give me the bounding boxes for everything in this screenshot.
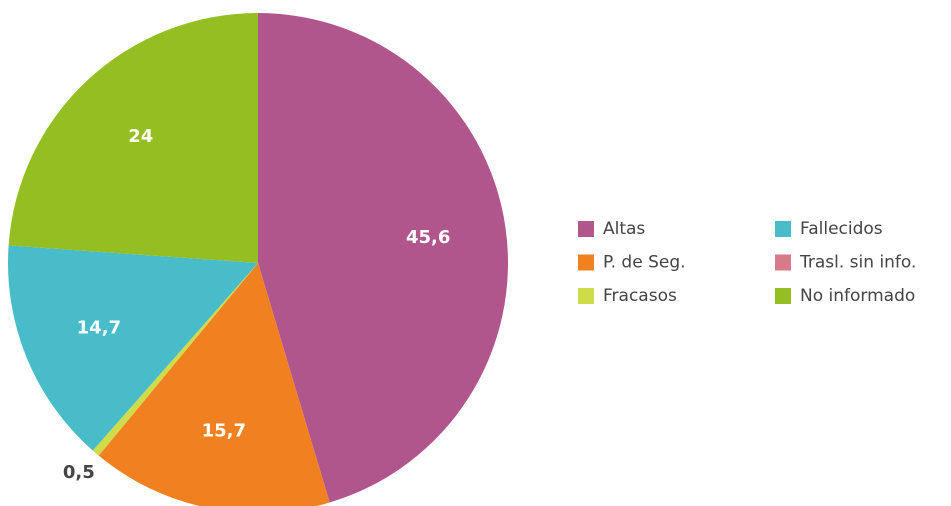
- data-label: 45,6: [406, 227, 450, 248]
- legend-swatch: [578, 221, 594, 237]
- data-label: 0,5: [63, 462, 95, 483]
- legend-label: Fallecidos: [800, 219, 883, 239]
- pie-slice: [8, 245, 259, 451]
- pie-slice: [8, 13, 259, 263]
- legend-label: Fracasos: [603, 286, 677, 306]
- legend-label: Altas: [603, 219, 645, 239]
- legend-label: P. de Seg.: [603, 253, 686, 273]
- data-label: 24: [128, 126, 153, 147]
- pie-slice: [258, 13, 508, 503]
- legend-swatch: [775, 221, 791, 237]
- legend-label: Trasl. sin info.: [799, 253, 916, 273]
- legend-swatch: [775, 254, 791, 271]
- pie-slice: [98, 263, 330, 506]
- pie-slice: [92, 263, 258, 456]
- legend-label: No informado: [800, 286, 915, 306]
- legend-swatch: [775, 288, 791, 304]
- legend-swatch: [578, 288, 594, 304]
- legend-swatch: [578, 254, 594, 271]
- data-label: 15,7: [202, 421, 246, 442]
- data-label: 14,7: [77, 317, 121, 338]
